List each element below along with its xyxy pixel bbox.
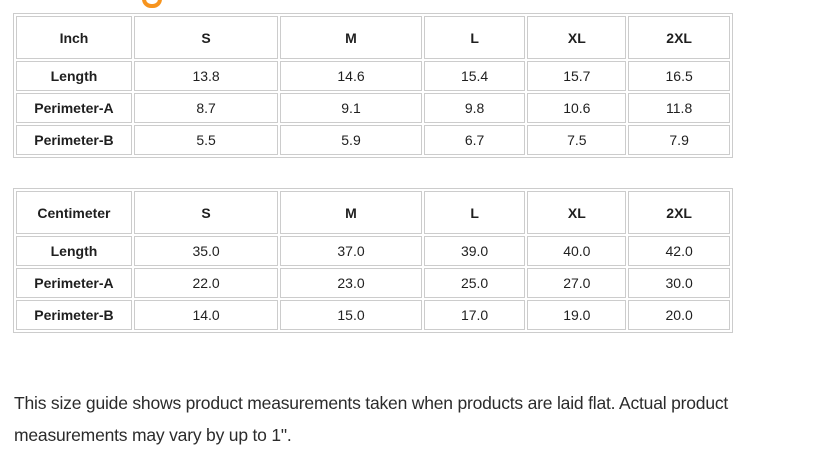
value-cell: 11.8 — [628, 93, 730, 123]
value-cell: 39.0 — [423, 236, 526, 266]
clipped-heading-fragment — [142, 0, 162, 8]
value-cell: 9.1 — [280, 93, 422, 123]
value-cell: 8.7 — [133, 93, 279, 123]
value-cell: 42.0 — [628, 236, 730, 266]
table-row: Length 13.8 14.6 15.4 15.7 16.5 — [16, 61, 730, 91]
value-cell: 37.0 — [280, 236, 422, 266]
value-cell: 17.0 — [423, 300, 526, 330]
value-cell: 23.0 — [280, 268, 422, 298]
value-cell: 10.6 — [527, 93, 627, 123]
size-guide-table-inch: Inch S M L XL 2XL Length 13.8 14.6 15.4 … — [13, 13, 733, 158]
table-row: Perimeter-A 8.7 9.1 9.8 10.6 11.8 — [16, 93, 730, 123]
size-header-cell: 2XL — [628, 191, 730, 234]
value-cell: 7.5 — [527, 125, 627, 155]
row-label-cell: Perimeter-B — [16, 125, 132, 155]
size-header-cell: S — [133, 16, 279, 59]
size-header-cell: M — [280, 16, 422, 59]
row-label-cell: Perimeter-A — [16, 268, 132, 298]
size-header-cell: M — [280, 191, 422, 234]
value-cell: 22.0 — [133, 268, 279, 298]
row-label-cell: Perimeter-B — [16, 300, 132, 330]
value-cell: 27.0 — [527, 268, 627, 298]
value-cell: 16.5 — [628, 61, 730, 91]
value-cell: 14.0 — [133, 300, 279, 330]
value-cell: 5.5 — [133, 125, 279, 155]
value-cell: 9.8 — [423, 93, 526, 123]
value-cell: 7.9 — [628, 125, 730, 155]
table-row: Perimeter-A 22.0 23.0 25.0 27.0 30.0 — [16, 268, 730, 298]
table-header-row: Centimeter S M L XL 2XL — [16, 191, 730, 234]
size-header-cell: S — [133, 191, 279, 234]
size-header-cell: XL — [527, 191, 627, 234]
value-cell: 30.0 — [628, 268, 730, 298]
value-cell: 35.0 — [133, 236, 279, 266]
table-row: Length 35.0 37.0 39.0 40.0 42.0 — [16, 236, 730, 266]
row-label-cell: Perimeter-A — [16, 93, 132, 123]
size-header-cell: XL — [527, 16, 627, 59]
value-cell: 5.9 — [280, 125, 422, 155]
table-row: Perimeter-B 14.0 15.0 17.0 19.0 20.0 — [16, 300, 730, 330]
row-label-cell: Length — [16, 61, 132, 91]
value-cell: 15.7 — [527, 61, 627, 91]
size-guide-note-line: measurements may vary by up to 1". — [14, 425, 292, 445]
value-cell: 40.0 — [527, 236, 627, 266]
size-guide-table-centimeter: Centimeter S M L XL 2XL Length 35.0 37.0… — [13, 188, 733, 333]
value-cell: 6.7 — [423, 125, 526, 155]
row-label-cell: Length — [16, 236, 132, 266]
unit-header-cell: Centimeter — [16, 191, 132, 234]
size-header-cell: 2XL — [628, 16, 730, 59]
size-header-cell: L — [423, 191, 526, 234]
size-guide-note-line: This size guide shows product measuremen… — [14, 393, 729, 413]
size-header-cell: L — [423, 16, 526, 59]
value-cell: 14.6 — [280, 61, 422, 91]
table-row: Perimeter-B 5.5 5.9 6.7 7.5 7.9 — [16, 125, 730, 155]
value-cell: 20.0 — [628, 300, 730, 330]
value-cell: 19.0 — [527, 300, 627, 330]
table-header-row: Inch S M L XL 2XL — [16, 16, 730, 59]
unit-header-cell: Inch — [16, 16, 132, 59]
value-cell: 15.4 — [423, 61, 526, 91]
value-cell: 15.0 — [280, 300, 422, 330]
value-cell: 13.8 — [133, 61, 279, 91]
size-guide-note: This size guide shows product measuremen… — [14, 387, 814, 451]
value-cell: 25.0 — [423, 268, 526, 298]
